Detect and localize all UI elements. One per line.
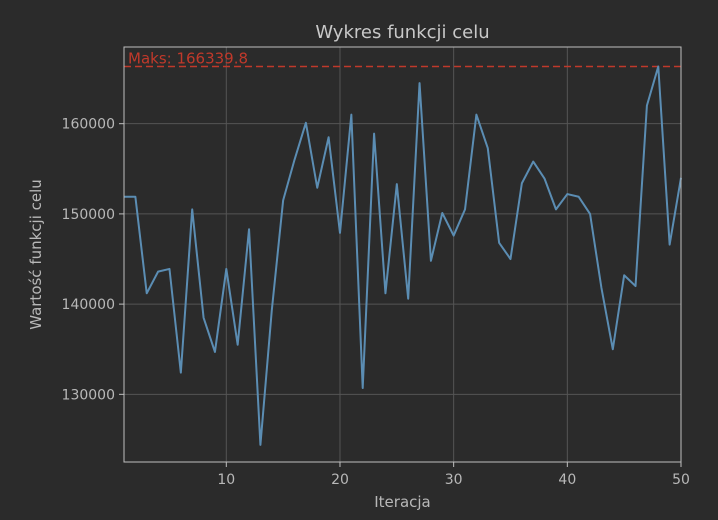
x-tick-label: 40 xyxy=(558,472,576,488)
series-lines xyxy=(124,65,682,446)
y-tick-label: 150000 xyxy=(62,207,115,223)
y-tick-label: 130000 xyxy=(62,387,115,403)
max-reference: Maks: 166339.8 xyxy=(124,49,681,67)
y-tick-label: 140000 xyxy=(62,297,115,313)
plot-frame xyxy=(123,46,682,463)
x-axis-ticks: 10 20 30 40 50 xyxy=(217,462,690,488)
y-tick-label: 160000 xyxy=(62,117,115,133)
x-tick-label: 20 xyxy=(331,472,349,488)
x-axis-label: Iteracja xyxy=(374,493,431,511)
x-tick-label: 10 xyxy=(217,472,235,488)
chart-title: Wykres funkcji celu xyxy=(315,22,489,43)
x-tick-label: 50 xyxy=(672,472,690,488)
x-tick-label: 30 xyxy=(445,472,463,488)
series-line xyxy=(124,65,682,446)
max-label: Maks: 166339.8 xyxy=(128,49,248,67)
y-axis-ticks: 130000 140000 150000 160000 xyxy=(62,117,124,403)
y-axis-label: Wartość funkcji celu xyxy=(27,179,45,330)
